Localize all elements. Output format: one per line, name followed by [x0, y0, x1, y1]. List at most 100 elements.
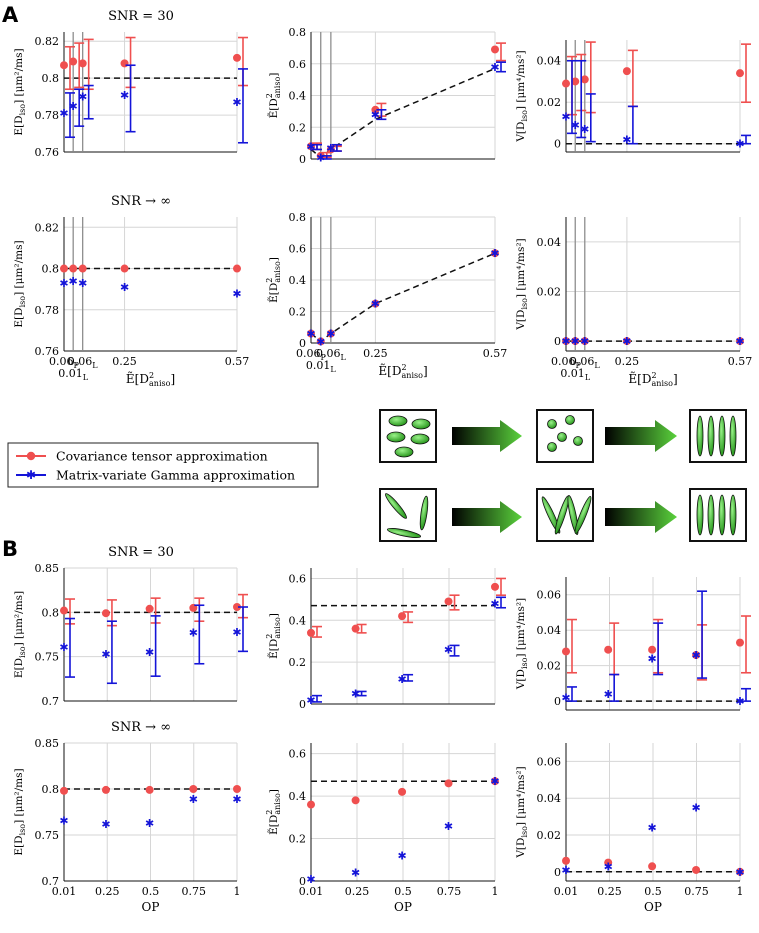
- y-tick-label: 0.75: [35, 829, 60, 842]
- data-point-gamma: ✱: [561, 692, 570, 705]
- data-point-gamma: ✱: [145, 817, 154, 830]
- y-axis-label: E[Diso] [μm²/ms]: [13, 240, 27, 327]
- error-bar: [312, 694, 322, 703]
- x-tick-label: 0.25: [363, 347, 388, 360]
- x-axis-label: OP: [142, 900, 160, 914]
- data-point-gamma: ✱: [490, 61, 499, 74]
- error-bar: [567, 686, 577, 702]
- x-tick-label: 1: [492, 885, 499, 898]
- x-tick-label: 0.5: [644, 885, 662, 898]
- data-point-gamma: ✱: [371, 298, 380, 311]
- error-bar: [106, 620, 117, 685]
- y-tick-label: 0.8: [289, 211, 307, 224]
- data-point-gamma: ✱: [444, 820, 453, 833]
- data-point-gamma: ✱: [691, 649, 700, 662]
- error-bar: [449, 644, 460, 657]
- error-bar: [403, 611, 414, 624]
- data-point-covariance: [491, 777, 499, 786]
- data-point-covariance: [736, 638, 744, 647]
- data-point-covariance: [648, 862, 657, 871]
- y-tick-label: 0.02: [537, 660, 562, 673]
- data-point-gamma: ✱: [59, 107, 68, 120]
- x-tick-label: 1: [737, 885, 744, 898]
- error-bar: [697, 590, 708, 679]
- small-spheres-icon: [536, 409, 594, 463]
- x-axis-label: OP: [394, 900, 412, 914]
- y-tick-label: 0.7: [42, 695, 60, 708]
- data-point-gamma: ✱: [561, 864, 570, 877]
- legend-label-gamma: Matrix-variate Gamma approximation: [56, 468, 295, 483]
- y-tick-label: 0.82: [35, 221, 60, 234]
- x-tick-label: 0.75: [437, 885, 462, 898]
- y-tick-label: 0: [554, 138, 561, 151]
- data-point-covariance: [233, 603, 241, 612]
- data-point-gamma: ✱: [316, 151, 325, 164]
- error-bar: [449, 594, 460, 611]
- y-tick-label: 0.82: [35, 35, 60, 48]
- data-point-gamma: ✱: [232, 287, 241, 300]
- data-point-covariance: [491, 582, 499, 591]
- chart-b-9: 0.7 0.75 0.8 0.85 0.01 0.25 0.5 0.75 1 OP SNR → ∞ E…: [13, 720, 242, 914]
- error-bar: [356, 690, 367, 697]
- x-tick-label: 0.25: [345, 885, 370, 898]
- y-tick-label: 0.2: [289, 833, 307, 846]
- data-point-gamma: ✱: [580, 123, 589, 136]
- data-point-covariance: [491, 45, 499, 54]
- data-point-covariance: [233, 785, 241, 793]
- y-tick-label: 0.76: [35, 345, 60, 358]
- data-point-gamma: ✱: [120, 281, 129, 294]
- chart-b-6: 0.7 0.75 0.8 0.85 SNR = 30 E[Diso] [μm²/ms] ✱ ✱…: [13, 545, 248, 708]
- y-axis-label: Ẽ[D2aniso]: [265, 73, 282, 119]
- data-point-gamma: ✱: [648, 822, 657, 835]
- chart-b-10: 0 0.2 0.4 0.6 0.01 0.25 0.5 0.75 1 OP Ẽ[D2aniso] ✱ ✱…: [265, 743, 500, 914]
- x-tick-label: 1: [234, 885, 241, 898]
- data-point-gamma: ✱: [371, 109, 380, 122]
- chart-a-0: 0.76 0.78 0.8 0.82 SNR = 30 E[Diso] [μm²/ms] ✱…: [13, 9, 248, 159]
- x-tick-label: 0.01L: [560, 367, 591, 382]
- data-point-covariance: [233, 264, 241, 273]
- y-tick-label: 0.04: [537, 236, 562, 249]
- arrow-right-icon: [452, 420, 522, 452]
- data-point-covariance: [316, 151, 325, 160]
- aligned-sticks-icon: [689, 409, 747, 463]
- data-point-gamma: ✱: [101, 818, 110, 831]
- y-axis-label: Ẽ[D2aniso]: [265, 257, 282, 303]
- y-tick-label: 0.6: [289, 748, 307, 761]
- x-tick-label: 0.25: [615, 355, 640, 368]
- data-point-gamma: ✱: [69, 100, 78, 113]
- error-bar: [125, 64, 136, 133]
- data-point-covariance: [604, 858, 613, 867]
- data-point-gamma: ✱: [580, 335, 589, 348]
- y-tick-label: 0.4: [289, 614, 307, 627]
- data-point-covariance: [580, 75, 589, 84]
- error-bar: [356, 623, 367, 634]
- y-axis-label: E[Diso] [μm²/ms]: [13, 768, 27, 855]
- x-axis-label: OP: [644, 900, 662, 914]
- data-point-gamma: ✱: [326, 142, 335, 155]
- data-point-gamma: ✱: [306, 140, 315, 153]
- data-point-covariance: [371, 105, 380, 114]
- data-point-covariance: [398, 612, 407, 621]
- data-point-covariance: [562, 647, 570, 656]
- y-axis-label: E[Diso] [μm²/ms]: [13, 591, 27, 678]
- x-tick-label: 0.01: [554, 885, 579, 898]
- y-tick-label: 0.06: [537, 755, 562, 768]
- data-point-gamma: ✱: [306, 328, 315, 341]
- y-tick-label: 0.4: [289, 274, 307, 287]
- data-point-gamma: ✱: [59, 277, 68, 290]
- y-tick-label: 0: [299, 698, 306, 711]
- y-tick-label: 0.8: [42, 606, 60, 619]
- data-point-covariance: [736, 867, 744, 876]
- data-point-gamma: ✱: [561, 111, 570, 124]
- data-point-gamma: ✱: [490, 775, 499, 788]
- y-tick-label: 0.76: [35, 146, 60, 159]
- y-tick-label: 0.6: [289, 58, 307, 71]
- data-point-gamma: ✱: [101, 648, 110, 661]
- error-bar: [567, 618, 577, 674]
- x-tick-label: 0.06L: [316, 347, 347, 362]
- data-point-gamma: ✱: [59, 814, 68, 827]
- error-bar: [321, 155, 332, 160]
